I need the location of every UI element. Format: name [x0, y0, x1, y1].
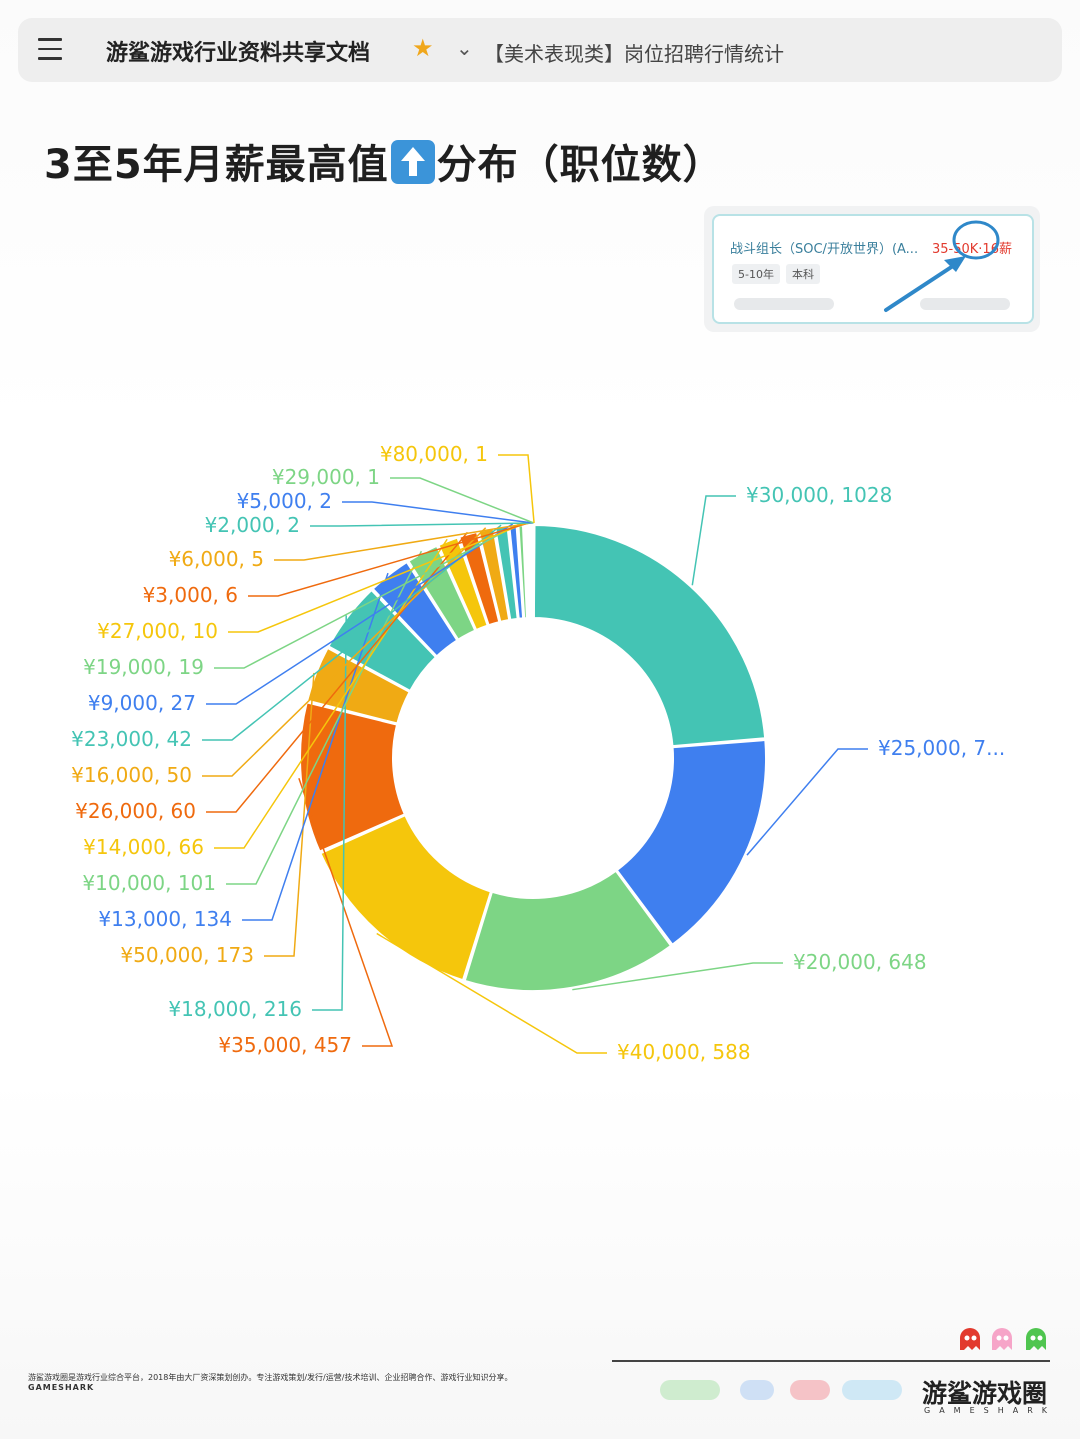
experience-tag: 5-10年	[732, 264, 780, 284]
leader-line	[312, 615, 347, 1011]
sample-job-card: 战斗组长（SOC/开放世界）(A... 35-50K·16薪 5-10年 本科	[704, 206, 1040, 332]
donut-slice	[532, 523, 767, 748]
chart-slices	[299, 523, 767, 992]
footer-sub-logo: GAMESHARK	[28, 1383, 95, 1392]
donut-slice	[523, 524, 531, 620]
slice-label: ¥25,000, 7...	[878, 736, 1005, 760]
partner-logo-blur	[842, 1380, 902, 1400]
leader-line	[274, 522, 531, 561]
slice-label: ¥50,000, 173	[120, 943, 254, 967]
slice-label: ¥18,000, 216	[168, 997, 302, 1021]
slice-label: ¥80,000, 1	[380, 442, 488, 466]
slice-label: ¥26,000, 60	[75, 799, 196, 823]
slice-label: ¥19,000, 19	[83, 655, 204, 679]
breadcrumb[interactable]: 【美术表现类】岗位招聘行情统计	[484, 42, 784, 66]
blurred-company	[734, 298, 834, 310]
leader-line	[202, 524, 502, 741]
slice-label: ¥23,000, 42	[71, 727, 192, 751]
leader-line	[206, 523, 514, 705]
page-title-part2: 分布（职位数）	[436, 142, 724, 188]
slice-label: ¥14,000, 66	[83, 835, 204, 859]
slice-label: ¥30,000, 1028	[746, 483, 892, 507]
chart-labels: ¥30,000, 1028 ¥25,000, 7... ¥20,000, 648 ¥4…	[71, 442, 1005, 1064]
footer-divider	[612, 1360, 1050, 1362]
partner-logo-blur	[790, 1380, 830, 1400]
partner-logo-blur	[740, 1380, 774, 1400]
blurred-location	[920, 298, 1010, 310]
slice-label: ¥40,000, 588	[617, 1040, 751, 1064]
donut-slice	[463, 869, 673, 992]
leader-line	[498, 454, 535, 524]
leader-line	[342, 501, 534, 524]
leader-line	[202, 527, 487, 777]
slice-label: ¥10,000, 101	[82, 871, 216, 895]
job-salary: 35-50K·16薪	[932, 242, 1012, 257]
leader-line	[228, 522, 526, 633]
star-icon[interactable]: ★	[412, 34, 434, 62]
partner-logo-blur	[660, 1380, 720, 1400]
leader-line	[298, 777, 394, 1047]
leader-line	[206, 531, 469, 813]
brand-sub-logo: GAMESHARK	[924, 1406, 1056, 1415]
footer-note: 游鲨游戏圈是游戏行业综合平台，2018年由大厂资深策划创办。专注游戏策划/发行/…	[28, 1373, 513, 1382]
ghost-icons	[958, 1326, 1054, 1352]
slice-label: ¥5,000, 2	[237, 489, 332, 513]
page-title: 3至5年月薪最高值 分布（职位数）	[44, 132, 724, 190]
slice-label: ¥35,000, 457	[218, 1033, 352, 1057]
chart-leader-lines	[202, 454, 868, 1054]
document-title: 游鲨游戏行业资料共享文档	[106, 41, 371, 66]
slice-label: ¥6,000, 5	[169, 547, 264, 571]
leader-line	[248, 522, 529, 597]
menu-icon[interactable]	[38, 38, 62, 60]
slice-label: ¥2,000, 2	[205, 513, 300, 537]
leader-line	[691, 495, 736, 586]
leader-line	[264, 672, 315, 957]
donut-slice	[615, 738, 767, 947]
brand-logo: 游鲨游戏圈	[922, 1379, 1048, 1408]
donut-slice	[327, 588, 438, 693]
slice-label: ¥3,000, 6	[143, 583, 238, 607]
leader-line	[572, 962, 783, 991]
slice-label: ¥20,000, 648	[793, 950, 927, 974]
leader-line	[390, 477, 535, 524]
leader-line	[310, 522, 533, 527]
donut-chart: ¥30,000, 1028 ¥25,000, 7... ¥20,000, 648 ¥4…	[71, 442, 1005, 1064]
job-card-inner: 战斗组长（SOC/开放世界）(A... 35-50K·16薪 5-10年 本科	[712, 214, 1034, 324]
leader-line	[214, 538, 448, 849]
up-arrow-icon	[390, 140, 435, 184]
leader-line	[746, 748, 868, 856]
donut-slice	[305, 646, 411, 725]
slice-label: ¥29,000, 1	[272, 465, 380, 489]
donut-slice	[371, 560, 459, 658]
page-title-part1: 3至5年月薪最高值	[44, 142, 389, 188]
leader-line	[214, 522, 521, 669]
top-bar: 游鲨游戏行业资料共享文档 ★ ⌄ 【美术表现类】岗位招聘行情统计	[18, 18, 1062, 82]
leader-line	[376, 932, 607, 1054]
chevron-down-icon[interactable]: ⌄	[456, 36, 473, 60]
slice-label: ¥13,000, 134	[98, 907, 232, 931]
slice-label: ¥27,000, 10	[97, 619, 218, 643]
slice-label: ¥16,000, 50	[71, 763, 192, 787]
degree-tag: 本科	[786, 264, 820, 284]
donut-slice	[319, 813, 493, 982]
job-title: 战斗组长（SOC/开放世界）(A...	[730, 242, 919, 257]
slice-label: ¥9,000, 27	[88, 691, 196, 715]
donut-slice	[532, 523, 536, 620]
